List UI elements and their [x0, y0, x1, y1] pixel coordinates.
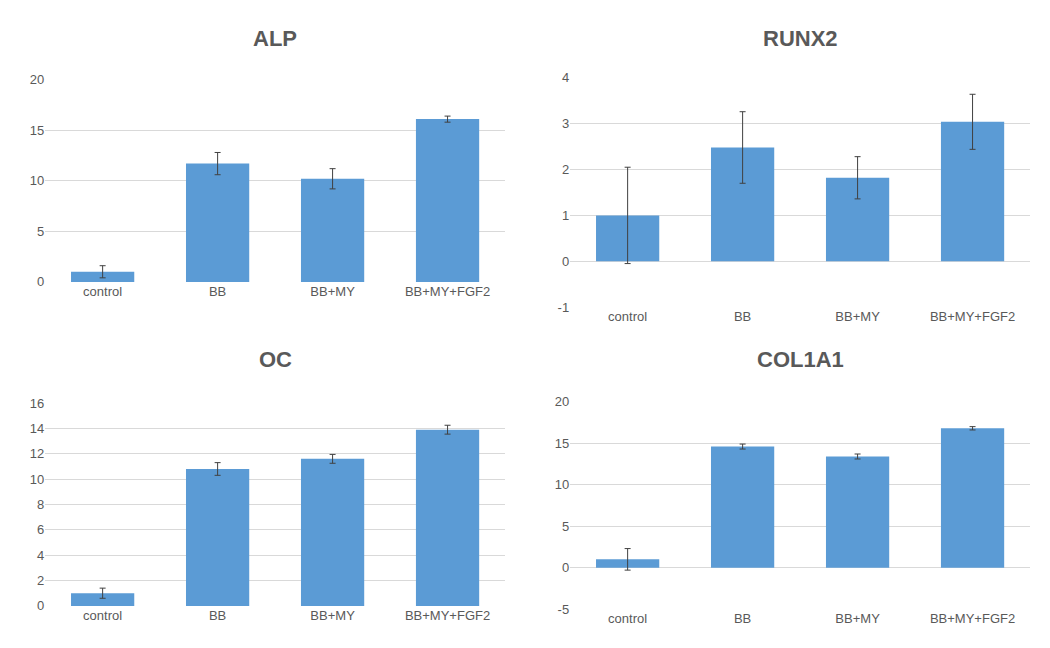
svg-text:BB+MY: BB+MY	[310, 608, 355, 623]
svg-text:6: 6	[37, 522, 44, 537]
svg-text:1: 1	[562, 208, 569, 223]
svg-text:5: 5	[37, 224, 44, 239]
svg-text:BB+MY+FGF2: BB+MY+FGF2	[930, 309, 1015, 324]
svg-text:BB: BB	[209, 608, 226, 623]
svg-text:BB: BB	[734, 309, 751, 324]
svg-text:BB: BB	[209, 284, 226, 299]
svg-text:10: 10	[30, 173, 44, 188]
svg-text:BB+MY: BB+MY	[835, 611, 880, 626]
svg-text:15: 15	[555, 436, 569, 451]
svg-text:14: 14	[30, 421, 44, 436]
svg-text:control: control	[83, 608, 122, 623]
svg-text:ALP: ALP	[253, 26, 297, 51]
svg-text:16: 16	[30, 396, 44, 411]
svg-text:COL1A1: COL1A1	[757, 347, 844, 372]
svg-text:RUNX2: RUNX2	[763, 26, 838, 51]
svg-text:10: 10	[555, 477, 569, 492]
svg-text:3: 3	[562, 116, 569, 131]
svg-text:BB: BB	[734, 611, 751, 626]
svg-text:-1: -1	[558, 300, 570, 315]
svg-text:4: 4	[37, 548, 44, 563]
svg-text:BB+MY+FGF2: BB+MY+FGF2	[930, 611, 1015, 626]
svg-text:BB+MY+FGF2: BB+MY+FGF2	[405, 284, 490, 299]
svg-text:10: 10	[30, 472, 44, 487]
svg-text:0: 0	[562, 254, 569, 269]
svg-text:2: 2	[37, 573, 44, 588]
svg-text:control: control	[83, 284, 122, 299]
svg-text:20: 20	[555, 394, 569, 409]
svg-text:BB+MY: BB+MY	[310, 284, 355, 299]
svg-text:0: 0	[562, 560, 569, 575]
svg-text:0: 0	[37, 274, 44, 289]
svg-text:12: 12	[30, 446, 44, 461]
svg-text:2: 2	[562, 162, 569, 177]
svg-text:BB+MY+FGF2: BB+MY+FGF2	[405, 608, 490, 623]
svg-text:15: 15	[30, 123, 44, 138]
svg-text:0: 0	[37, 598, 44, 613]
svg-text:control: control	[608, 611, 647, 626]
svg-text:8: 8	[37, 497, 44, 512]
svg-text:-5: -5	[558, 602, 570, 617]
svg-text:5: 5	[562, 519, 569, 534]
svg-text:control: control	[608, 309, 647, 324]
svg-text:BB+MY: BB+MY	[835, 309, 880, 324]
svg-text:20: 20	[30, 72, 44, 87]
svg-text:OC: OC	[259, 347, 292, 372]
svg-text:4: 4	[562, 70, 569, 85]
